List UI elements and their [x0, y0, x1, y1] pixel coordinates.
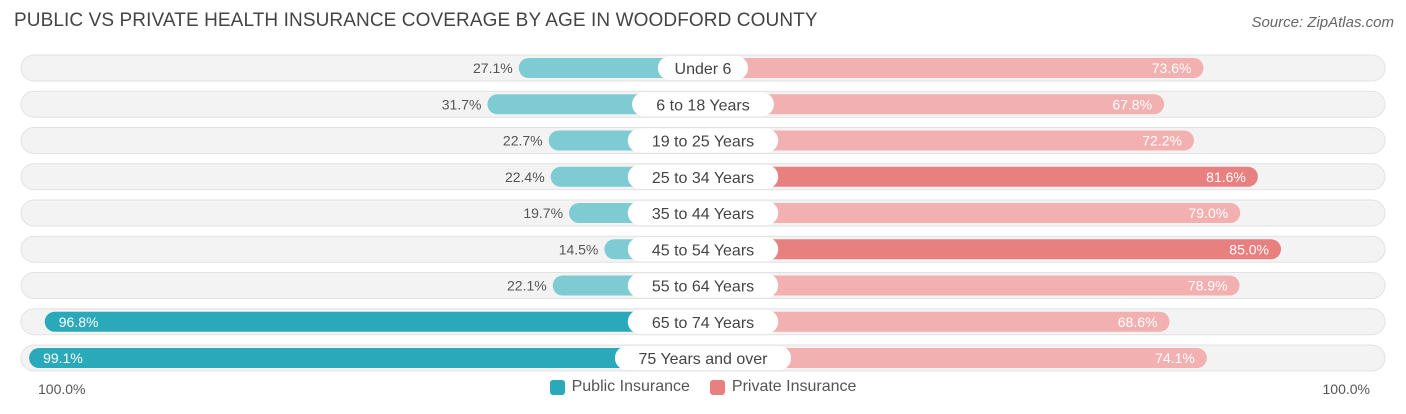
private-bar [703, 94, 1165, 115]
legend-item-public: Public Insurance [549, 378, 690, 396]
private-value-label: 68.6% [1118, 314, 1158, 330]
private-bar [703, 275, 1240, 296]
private-value-label: 72.2% [1142, 133, 1182, 149]
legend-label-private: Private Insurance [731, 378, 857, 395]
public-value-label: 22.1% [507, 278, 547, 294]
legend-swatch-private [709, 379, 725, 395]
category-label: 45 to 54 Years [652, 242, 754, 259]
public-value-label: 22.4% [505, 169, 545, 185]
private-bar [703, 311, 1170, 332]
legend-swatch-public [549, 379, 565, 395]
category-label: 55 to 64 Years [652, 279, 754, 296]
category-pill [627, 309, 779, 334]
private-bar [703, 130, 1194, 151]
public-value-label: 27.1% [473, 60, 513, 76]
public-value-label: 14.5% [559, 241, 599, 257]
private-bar [703, 239, 1281, 260]
legend-label-public: Public Insurance [571, 378, 690, 395]
private-bar [703, 166, 1258, 187]
category-pill [627, 164, 779, 189]
private-bar [703, 203, 1241, 223]
category-pill [627, 237, 779, 262]
axis-left-label: 100.0% [38, 381, 86, 397]
public-value-label: 19.7% [523, 205, 563, 221]
private-value-label: 79.0% [1188, 205, 1228, 221]
category-pill [657, 56, 749, 80]
private-value-label: 81.6% [1206, 169, 1246, 185]
category-label: 35 to 44 Years [652, 206, 754, 223]
category-pill [627, 128, 779, 153]
category-label: 75 Years and over [639, 351, 769, 368]
private-value-label: 78.9% [1188, 278, 1228, 294]
public-value-label: 31.7% [442, 96, 482, 112]
private-value-label: 85.0% [1229, 241, 1269, 257]
source-label: Source: ZipAtlas.com [1251, 14, 1394, 31]
category-label: 19 to 25 Years [652, 134, 754, 151]
axis-right-label: 100.0% [1322, 381, 1370, 397]
category-pill [614, 346, 792, 370]
private-bar [703, 348, 1207, 368]
category-label: 65 to 74 Years [652, 315, 754, 332]
chart-title: PUBLIC VS PRIVATE HEALTH INSURANCE COVER… [14, 10, 818, 31]
legend: Public Insurance Private Insurance [0, 378, 1406, 396]
category-label: 25 to 34 Years [652, 170, 754, 187]
private-bar [703, 58, 1204, 78]
private-value-label: 73.6% [1152, 60, 1192, 76]
public-bar [518, 58, 703, 78]
category-label: 6 to 18 Years [656, 97, 749, 114]
legend-item-private: Private Insurance [709, 378, 857, 396]
private-value-label: 67.8% [1112, 96, 1152, 112]
public-bar [44, 311, 703, 332]
category-pill [627, 273, 779, 298]
public-value-label: 99.1% [43, 350, 83, 366]
category-pill [627, 201, 779, 225]
category-label: Under 6 [675, 61, 732, 78]
public-bar [29, 348, 704, 368]
category-pill [632, 92, 774, 117]
public-value-label: 22.7% [503, 133, 543, 149]
private-value-label: 74.1% [1155, 350, 1195, 366]
public-value-label: 96.8% [59, 314, 99, 330]
